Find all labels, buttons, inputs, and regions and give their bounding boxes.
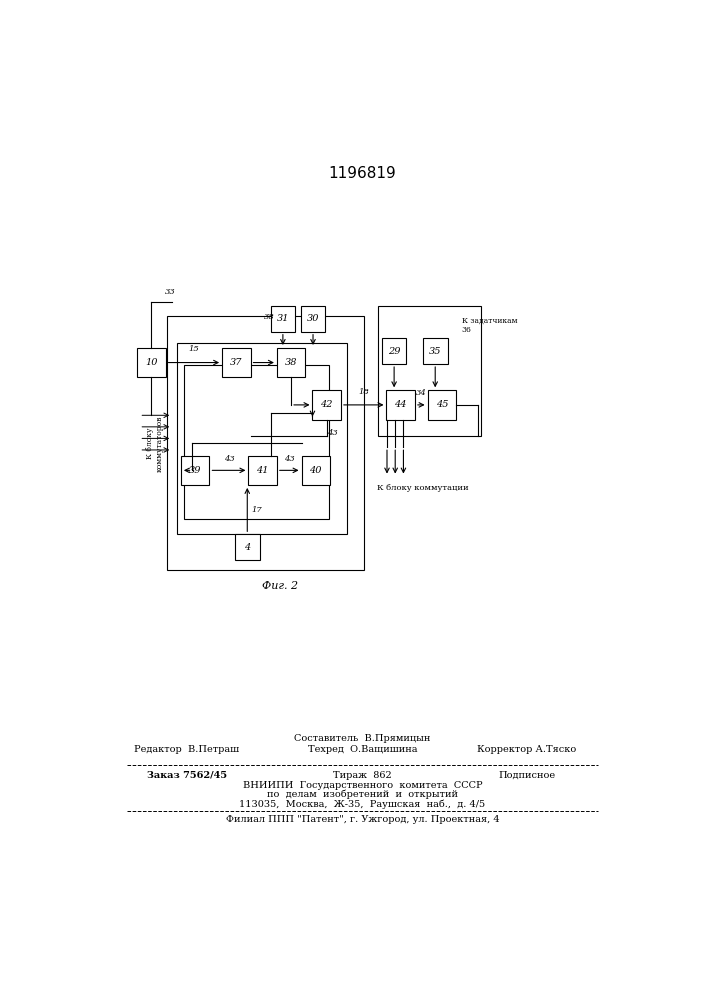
- Text: 33: 33: [165, 288, 176, 296]
- Text: 35: 35: [429, 347, 441, 356]
- Text: Заказ 7562/45: Заказ 7562/45: [147, 771, 227, 780]
- Text: 1196819: 1196819: [329, 166, 396, 181]
- Text: Корректор А.Тяско: Корректор А.Тяско: [477, 745, 576, 754]
- Bar: [181, 456, 209, 485]
- Text: К блоку коммутации: К блоку коммутации: [377, 484, 469, 492]
- Text: Филиал ППП "Патент", г. Ужгород, ул. Проектная, 4: Филиал ППП "Патент", г. Ужгород, ул. Про…: [226, 815, 499, 824]
- Bar: [387, 390, 415, 420]
- Text: 30: 30: [307, 314, 320, 323]
- Text: 17: 17: [252, 506, 262, 514]
- Text: 42: 42: [320, 400, 333, 409]
- Text: Составитель  В.Прямицын: Составитель В.Прямицын: [294, 734, 431, 743]
- Text: 31: 31: [276, 314, 289, 323]
- Text: 43: 43: [327, 429, 337, 437]
- Text: 43: 43: [284, 455, 295, 463]
- Text: К задатчикам
36: К задатчикам 36: [462, 317, 517, 334]
- Bar: [428, 390, 456, 420]
- Text: 10: 10: [145, 358, 158, 367]
- Bar: [382, 338, 407, 364]
- Text: 113035,  Москва,  Ж-35,  Раушская  наб.,  д. 4/5: 113035, Москва, Ж-35, Раушская наб., д. …: [239, 799, 486, 809]
- Bar: [167, 316, 364, 570]
- Bar: [222, 348, 250, 377]
- Text: 44: 44: [395, 400, 407, 409]
- Bar: [312, 390, 341, 420]
- Bar: [423, 338, 448, 364]
- Text: 37: 37: [230, 358, 243, 367]
- Text: 18: 18: [358, 388, 369, 396]
- Text: 38: 38: [285, 358, 298, 367]
- Text: Тираж  862: Тираж 862: [333, 771, 392, 780]
- Text: 41: 41: [257, 466, 269, 475]
- Bar: [378, 306, 481, 436]
- Text: 39: 39: [189, 466, 201, 475]
- Bar: [137, 348, 165, 377]
- Text: 43: 43: [223, 455, 234, 463]
- Text: Подписное: Подписное: [498, 771, 555, 780]
- Bar: [277, 348, 305, 377]
- Text: 40: 40: [310, 466, 322, 475]
- Bar: [300, 306, 325, 332]
- Text: Фиг. 2: Фиг. 2: [262, 581, 298, 591]
- Text: Редактор  В.Петраш: Редактор В.Петраш: [134, 745, 240, 754]
- Text: 34: 34: [416, 389, 426, 397]
- Bar: [235, 534, 259, 560]
- Text: 29: 29: [388, 347, 400, 356]
- Text: 4: 4: [244, 543, 250, 552]
- Bar: [177, 343, 347, 534]
- Text: К блоку
коммутаторов: К блоку коммутаторов: [146, 415, 163, 472]
- Text: по  делам  изобретений  и  открытий: по делам изобретений и открытий: [267, 790, 458, 799]
- Text: Техред  О.Ващишина: Техред О.Ващишина: [308, 745, 417, 754]
- Text: ВНИИПИ  Государственного  комитета  СССР: ВНИИПИ Государственного комитета СССР: [243, 781, 482, 790]
- Text: 38: 38: [264, 313, 274, 321]
- Bar: [185, 365, 329, 519]
- Bar: [248, 456, 277, 485]
- Text: 15: 15: [189, 345, 199, 353]
- Bar: [271, 306, 296, 332]
- Text: 45: 45: [436, 400, 448, 409]
- Bar: [301, 456, 330, 485]
